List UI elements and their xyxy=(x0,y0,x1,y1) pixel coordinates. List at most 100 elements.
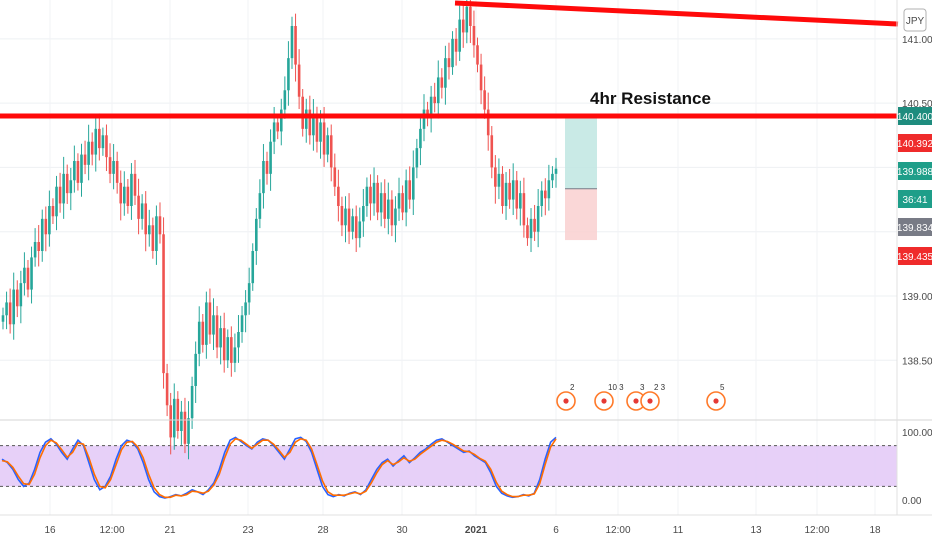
candle xyxy=(508,168,511,209)
candle xyxy=(536,189,540,248)
candle-body xyxy=(543,190,547,199)
candle xyxy=(194,341,197,403)
candle-body xyxy=(501,173,504,206)
candle xyxy=(433,82,436,113)
candle-body xyxy=(387,199,390,219)
candle-body xyxy=(37,242,40,251)
candle xyxy=(344,196,347,243)
candle-body xyxy=(458,19,461,52)
trendline[interactable] xyxy=(454,0,899,27)
candle xyxy=(394,196,397,243)
candle-body xyxy=(497,173,501,187)
candle-body xyxy=(48,206,51,235)
candle-body xyxy=(147,225,151,235)
candle-body xyxy=(133,173,137,196)
candle-body xyxy=(447,58,451,68)
candle-body xyxy=(80,154,83,183)
candle-body xyxy=(265,161,269,174)
price-axis: 141.000 140.500 139.000 138.500 xyxy=(902,35,932,367)
candle-body xyxy=(383,193,387,219)
event-marker-dot xyxy=(647,398,653,404)
candle xyxy=(540,181,544,217)
candle xyxy=(365,177,369,217)
candle xyxy=(215,306,219,359)
time-tick-label: 28 xyxy=(317,525,329,536)
price-badge-label: 139.988 xyxy=(897,167,932,178)
time-tick-label: 21 xyxy=(164,525,176,536)
time-tick-label: 18 xyxy=(869,525,881,536)
candle-body xyxy=(337,186,340,206)
candle xyxy=(486,92,490,151)
candle xyxy=(372,167,376,216)
candle xyxy=(262,144,265,209)
candle xyxy=(269,129,272,191)
candle-body xyxy=(130,173,133,206)
candle-body xyxy=(65,173,69,194)
candle xyxy=(212,298,215,350)
candle xyxy=(554,157,558,188)
candle xyxy=(55,175,58,231)
price-badge-bg xyxy=(898,107,932,125)
candle-body xyxy=(333,167,337,187)
candle xyxy=(447,42,451,80)
candle-body xyxy=(226,337,230,361)
candle-body xyxy=(208,302,212,335)
candle xyxy=(5,291,8,330)
candle xyxy=(172,383,176,450)
currency-label[interactable]: JPY xyxy=(903,8,927,32)
candle xyxy=(40,209,44,262)
candle-body xyxy=(108,157,112,174)
candle-body xyxy=(76,161,80,183)
price-badge: 140.400 xyxy=(897,107,932,125)
candle-body xyxy=(262,161,265,194)
price-badge-bg xyxy=(898,134,932,152)
resistance-annotation: 4hr Resistance xyxy=(590,89,711,108)
candle-body xyxy=(469,6,472,26)
candle xyxy=(465,0,469,44)
position-loss-zone[interactable] xyxy=(565,188,597,241)
candle-body xyxy=(12,289,16,325)
candle xyxy=(12,272,16,340)
event-markers[interactable]: 2 10 3 3 2 3 5 xyxy=(556,383,726,411)
candle xyxy=(176,391,180,439)
candle-body xyxy=(419,128,422,149)
candle-body xyxy=(351,216,354,232)
candle xyxy=(383,179,387,229)
candle-body xyxy=(240,315,244,332)
candle xyxy=(83,140,87,175)
price-badge: 140.392 xyxy=(897,134,932,152)
candle xyxy=(440,68,444,99)
candle xyxy=(519,180,522,226)
candle xyxy=(326,127,329,163)
candle xyxy=(58,172,62,213)
candle xyxy=(130,163,133,220)
price-badge-bg xyxy=(898,190,932,208)
candle-body xyxy=(33,242,37,258)
candle xyxy=(501,166,504,214)
event-count: 3 xyxy=(640,383,645,392)
candle-body xyxy=(486,109,490,136)
candle-body xyxy=(390,199,394,226)
candle xyxy=(222,312,226,373)
candle-body xyxy=(504,182,508,206)
candle xyxy=(80,143,83,197)
candle-body xyxy=(237,332,240,348)
candle xyxy=(112,144,115,190)
candle-body xyxy=(83,154,87,165)
candle xyxy=(290,16,294,69)
event-marker[interactable]: 5 xyxy=(706,383,726,411)
position-profit-zone[interactable] xyxy=(565,117,597,189)
candle-body xyxy=(151,225,155,251)
event-count: 10 3 xyxy=(608,383,624,392)
event-marker[interactable]: 2 xyxy=(556,383,576,411)
event-count: 2 xyxy=(570,383,575,392)
time-tick-label: 11 xyxy=(673,525,684,536)
candle xyxy=(526,217,529,246)
event-marker[interactable]: 2 3 xyxy=(640,383,666,411)
candle-body xyxy=(230,337,233,363)
event-marker[interactable]: 10 3 xyxy=(594,383,624,411)
candle-body xyxy=(279,109,283,132)
candle xyxy=(362,189,365,237)
candle xyxy=(69,167,73,211)
